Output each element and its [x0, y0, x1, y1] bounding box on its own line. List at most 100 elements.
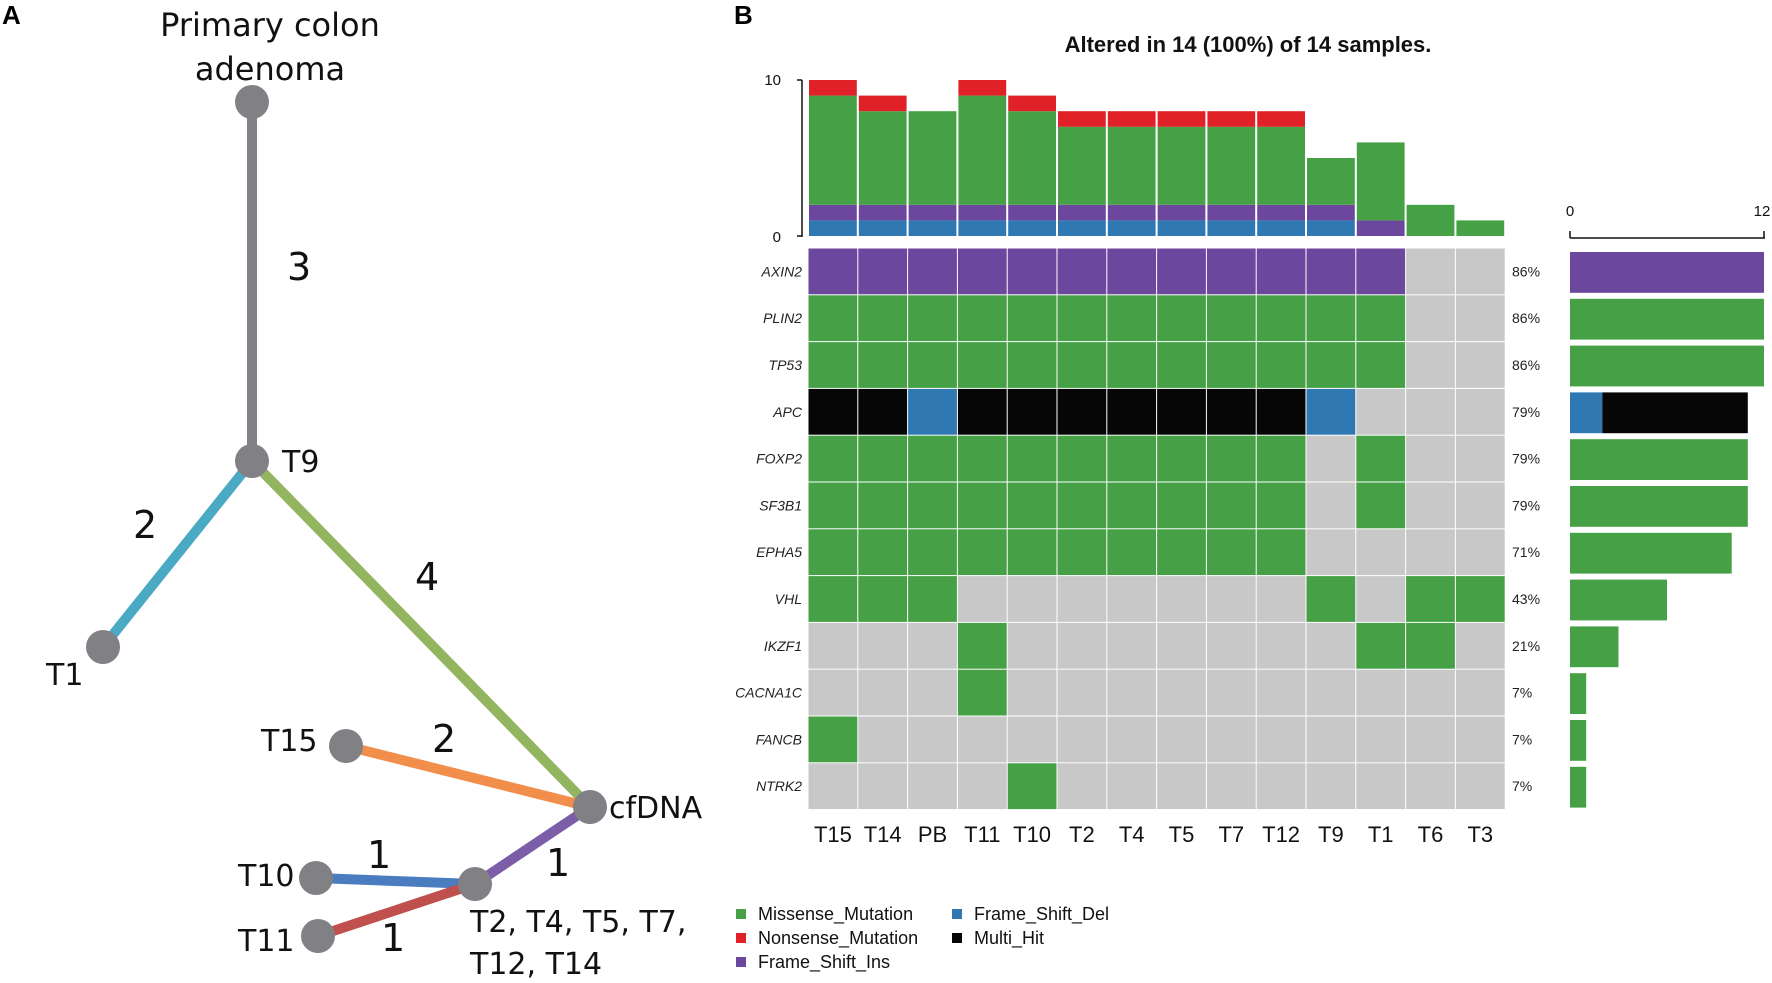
matrix-cell-plin2-t10	[1007, 295, 1057, 342]
legend-label-nonsense: Nonsense_Mutation	[758, 928, 918, 949]
matrix-cell-vhl-t2	[1057, 576, 1107, 622]
matrix-cell-fancb-t1	[1356, 716, 1406, 763]
node-label-t10: T10	[237, 859, 295, 894]
panel-a-label: A	[2, 0, 21, 30]
matrix-cell-ntrk2-t9	[1306, 763, 1356, 810]
matrix-cell-vhl-t7	[1206, 576, 1256, 622]
matrix-cell-ntrk2-t15	[808, 763, 858, 810]
matrix-cell-plin2-t14	[858, 295, 908, 342]
node-t10	[299, 861, 333, 895]
legend-swatch-missense	[736, 909, 746, 919]
matrix-cell-sf3b1-t6	[1406, 482, 1455, 529]
gene-label-vhl: VHL	[775, 591, 802, 607]
matrix-cell-apc-t9	[1306, 388, 1356, 435]
matrix-cell-ikzf1-t3	[1455, 622, 1505, 669]
top-bar-t5-frame-shift-del	[1157, 220, 1206, 236]
matrix-cell-tp53-t2	[1057, 342, 1107, 388]
top-bar-t11-nonsense-mutation	[958, 80, 1007, 96]
top-bar-t7-frame-shift-ins	[1207, 204, 1256, 221]
matrix-cell-axin2-t10	[1007, 248, 1057, 295]
top-bar-t10-frame-shift-ins	[1008, 204, 1056, 221]
matrix-cell-fancb-t4	[1107, 716, 1157, 763]
matrix-cell-cacna1c-t11	[957, 669, 1007, 716]
top-bar-t6-missense-mutation	[1406, 204, 1455, 236]
top-bar-t11-frame-shift-ins	[958, 204, 1007, 221]
tree-node-labels: Primary colon adenoma T9 T1 cfDNA T15 T1…	[45, 6, 703, 982]
side-bar-epha5-missense-mutation	[1570, 532, 1732, 574]
top-bar-t9-missense-mutation	[1307, 158, 1355, 205]
matrix-cell-tp53-t9	[1306, 342, 1356, 388]
matrix-cell-foxp2-t5	[1157, 435, 1206, 482]
legend-label-multi-hit: Multi_Hit	[974, 928, 1044, 949]
top-bar-t11-frame-shift-del	[958, 220, 1007, 236]
node-t11	[301, 919, 335, 953]
matrix-cell-tp53-t5	[1157, 342, 1206, 388]
top-bar-pb-missense-mutation	[908, 111, 957, 205]
top-bar-t14-missense-mutation	[858, 111, 907, 205]
top-bar-t15-missense-mutation	[809, 95, 857, 205]
matrix-cell-ntrk2-t12	[1256, 763, 1306, 810]
matrix-cell-foxp2-t14	[858, 435, 908, 482]
gene-label-cacna1c: CACNA1C	[735, 685, 803, 701]
top-bar-t7-nonsense-mutation	[1207, 111, 1256, 127]
matrix-cell-axin2-t3	[1455, 248, 1505, 295]
matrix-cell-tp53-t15	[808, 342, 858, 388]
matrix-cell-fancb-pb	[908, 716, 957, 763]
matrix-cell-ikzf1-t7	[1206, 622, 1256, 669]
matrix-cell-epha5-pb	[908, 529, 957, 576]
top-bar-t5-nonsense-mutation	[1157, 111, 1206, 127]
side-bar-tick-0: 0	[1566, 203, 1574, 220]
sample-label-t15: T15	[814, 822, 852, 847]
matrix-cell-ikzf1-t15	[808, 622, 858, 669]
matrix-cell-fancb-t7	[1206, 716, 1256, 763]
side-bar-ikzf1-missense-mutation	[1570, 626, 1619, 668]
matrix-cell-apc-t5	[1157, 388, 1206, 435]
matrix-cell-ikzf1-t6	[1406, 622, 1455, 669]
matrix-cell-plin2-t11	[957, 295, 1007, 342]
top-bar-t12-frame-shift-ins	[1257, 204, 1305, 221]
matrix-cell-cacna1c-t9	[1306, 669, 1356, 716]
matrix-cell-foxp2-t3	[1455, 435, 1505, 482]
matrix-cell-plin2-t9	[1306, 295, 1356, 342]
matrix-cell-axin2-t2	[1057, 248, 1107, 295]
pct-label-apc: 79%	[1512, 404, 1540, 420]
matrix-cell-sf3b1-t15	[808, 482, 858, 529]
oncoplot-legend: Missense_Mutation Nonsense_Mutation Fram…	[736, 904, 1109, 973]
matrix-cell-ikzf1-t5	[1157, 622, 1206, 669]
tree-nodes	[86, 85, 607, 953]
top-bar-t4-nonsense-mutation	[1107, 111, 1156, 127]
matrix-cell-vhl-t1	[1356, 576, 1406, 622]
side-bar-foxp2-missense-mutation	[1570, 439, 1748, 480]
matrix-cell-epha5-t4	[1107, 529, 1157, 576]
matrix-cell-apc-t1	[1356, 388, 1406, 435]
sample-label-t5: T5	[1169, 822, 1195, 847]
matrix-cell-apc-t4	[1107, 388, 1157, 435]
sample-label-t12: T12	[1262, 822, 1300, 847]
matrix-cell-sf3b1-t9	[1306, 482, 1356, 529]
matrix-cell-sf3b1-t12	[1256, 482, 1306, 529]
matrix-cell-axin2-t12	[1256, 248, 1306, 295]
side-bar-cacna1c-missense-mutation	[1570, 673, 1587, 714]
legend-swatch-frameshift-ins	[736, 957, 746, 967]
tree-edges	[99, 102, 594, 941]
top-bar-t15-frame-shift-ins	[809, 204, 857, 221]
matrix-cell-apc-t2	[1057, 388, 1107, 435]
matrix-cell-axin2-t1	[1356, 248, 1406, 295]
top-bar-t4-missense-mutation	[1107, 126, 1156, 205]
node-label-group-line1: T2, T4, T5, T7,	[469, 905, 686, 940]
gene-label-foxp2: FOXP2	[756, 451, 802, 467]
sample-label-t14: T14	[864, 822, 902, 847]
matrix-cell-vhl-t12	[1256, 576, 1306, 622]
matrix-cell-plin2-t5	[1157, 295, 1206, 342]
pct-label-plin2: 86%	[1512, 310, 1540, 326]
matrix-cell-sf3b1-t10	[1007, 482, 1057, 529]
top-bar-chart	[809, 80, 1505, 236]
sample-label-t6: T6	[1418, 822, 1444, 847]
top-bar-t15-frame-shift-del	[809, 220, 857, 236]
matrix-cell-plin2-t2	[1057, 295, 1107, 342]
matrix-cell-epha5-t6	[1406, 529, 1455, 576]
sample-label-t4: T4	[1119, 822, 1145, 847]
pct-label-axin2: 86%	[1512, 263, 1540, 279]
matrix-cell-ntrk2-t6	[1406, 763, 1455, 810]
